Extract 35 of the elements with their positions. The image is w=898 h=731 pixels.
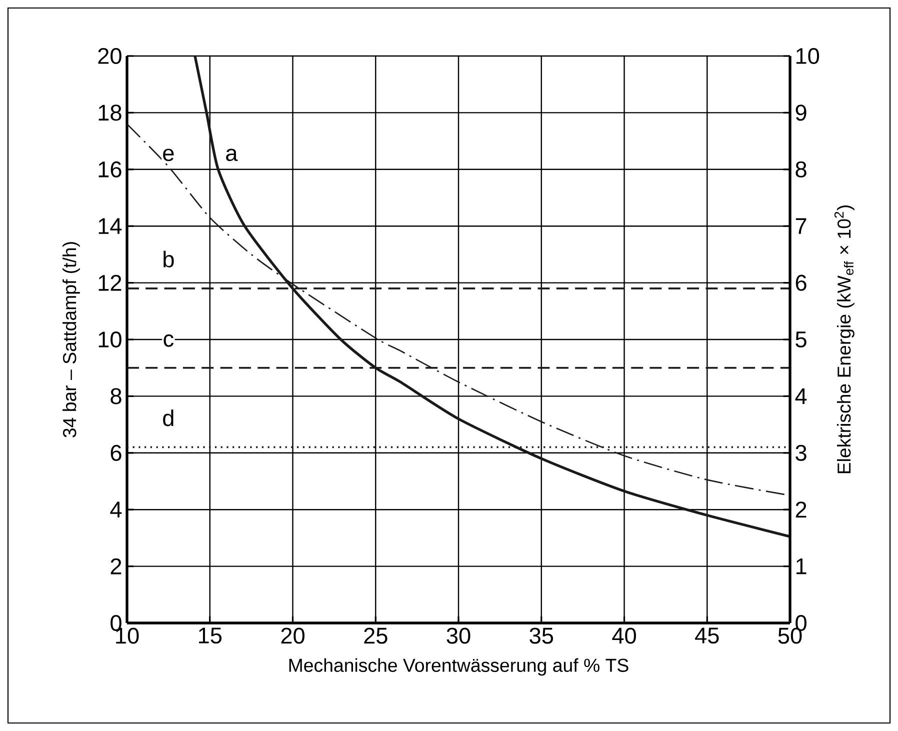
y-tick-label: 16	[98, 161, 122, 178]
y2-tick-label: 9	[796, 104, 806, 121]
y2-tick-label: 5	[796, 332, 806, 348]
x-tick-label: 20	[281, 628, 304, 644]
y2-axis-title: Elektrische Energie (kW$_{eff}$ × 10$^{2}$)	[834, 205, 854, 474]
y-tick-label: 20	[98, 48, 122, 64]
y2-tick-label: 3	[796, 444, 806, 461]
y2-tick-label: 4	[795, 388, 807, 404]
y-tick-label: 6	[110, 444, 122, 461]
y-tick-label: 18	[98, 104, 122, 121]
y-tick-label: 14	[98, 218, 122, 234]
y-tick-label: 10	[98, 331, 122, 348]
x-tick-label: 15	[199, 628, 222, 644]
series-label: b	[164, 250, 174, 268]
y-axis-title: 34 bar – Sattdampf (t/h)	[62, 242, 80, 438]
series-label: c	[164, 334, 174, 347]
y-tick-label: 4	[110, 502, 122, 518]
x-tick-label: 25	[364, 628, 388, 644]
y-tick-label: 8	[110, 388, 122, 404]
y2-tick-label: 10	[796, 48, 820, 64]
y-tick-label: 12	[98, 274, 122, 291]
x-axis-title: Mechanische Vorentwässerung auf % TS	[289, 658, 628, 676]
x-tick-label: 30	[446, 628, 470, 644]
y2-tick-label: 8	[796, 161, 806, 178]
y-tick-label: 2	[110, 558, 122, 574]
series-label: a	[226, 148, 238, 162]
y2-tick-label: 6	[796, 274, 806, 291]
x-tick-label: 40	[612, 628, 636, 644]
series-label: d	[163, 410, 174, 426]
x-tick-label: 45	[695, 628, 719, 644]
y2-tick-label: 7	[796, 218, 806, 234]
y2-tick-label: 1	[796, 558, 806, 574]
y2-tick-label: 2	[796, 502, 806, 518]
series-label: e	[163, 148, 174, 162]
x-tick-label: 35	[530, 628, 554, 644]
